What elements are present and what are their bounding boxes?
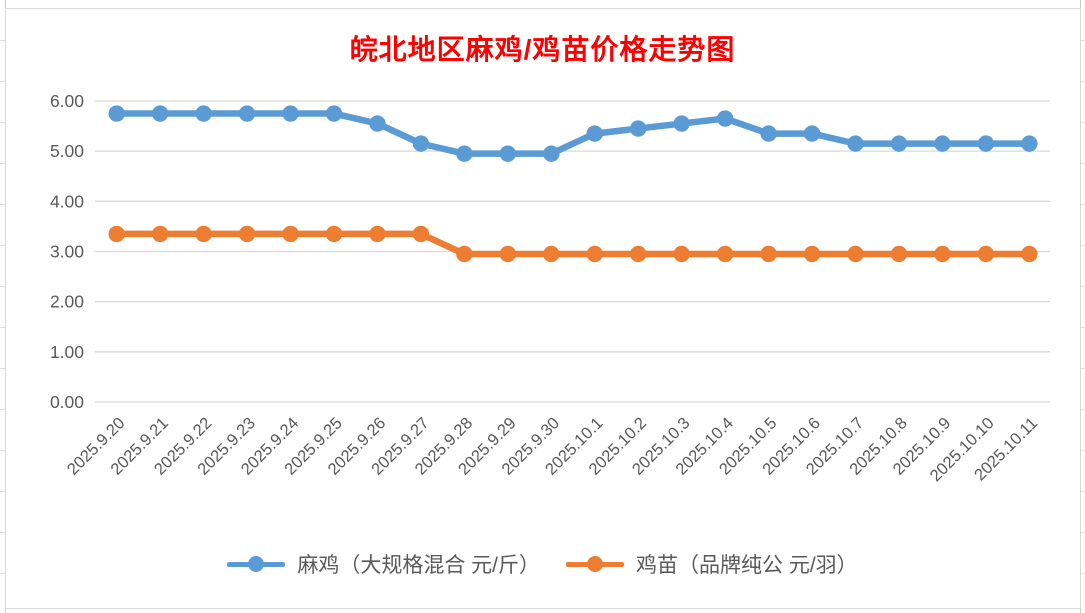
legend-line-dot-icon <box>227 556 286 572</box>
chart-legend: 麻鸡（大规格混合 元/斤） 鸡苗（品牌纯公 元/羽） <box>0 549 1085 579</box>
chart-container <box>5 8 1081 609</box>
legend-dot <box>587 556 603 572</box>
legend-label-jimiao: 鸡苗（品牌纯公 元/羽） <box>636 554 858 577</box>
legend-line-dot-icon <box>566 556 624 572</box>
legend-label-maji: 麻鸡（大规格混合 元/斤） <box>297 554 540 577</box>
legend-item-maji[interactable]: 麻鸡（大规格混合 元/斤） <box>227 549 540 579</box>
chart-title: 皖北地区麻鸡/鸡苗价格走势图 <box>349 34 736 65</box>
legend-item-jimiao[interactable]: 鸡苗（品牌纯公 元/羽） <box>566 549 858 579</box>
legend-dot <box>248 556 265 572</box>
